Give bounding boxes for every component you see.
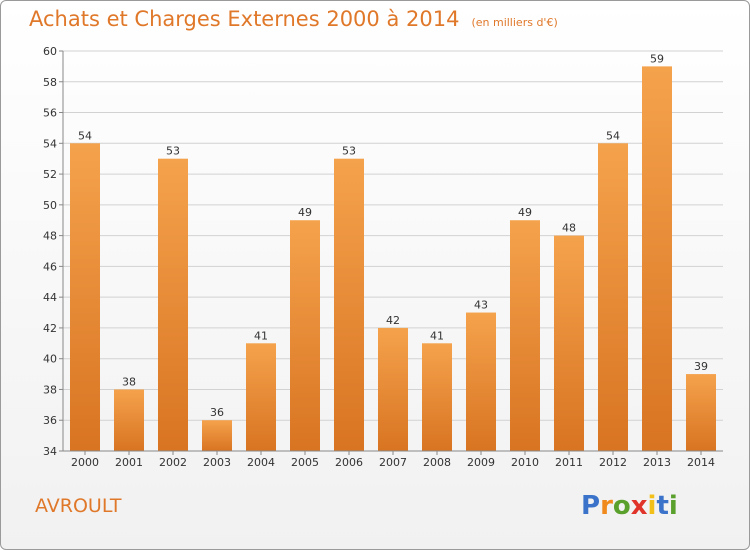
y-tick-label: 56 <box>43 107 57 120</box>
x-tick-label: 2002 <box>159 456 187 469</box>
data-label: 48 <box>562 222 576 235</box>
data-labels: 54 38 53 36 41 49 53 42 41 43 49 48 54 59 39 <box>78 52 708 419</box>
x-tick-label: 2010 <box>511 456 539 469</box>
bar <box>510 220 540 451</box>
data-label: 54 <box>78 129 92 142</box>
data-label: 42 <box>386 314 400 327</box>
x-tick-label: 2000 <box>71 456 99 469</box>
y-tick-label: 44 <box>43 291 57 304</box>
chart-unit: (en milliers d'€) <box>471 16 558 29</box>
x-tick-label: 2014 <box>687 456 715 469</box>
x-tick-label: 2009 <box>467 456 495 469</box>
data-label: 54 <box>606 129 620 142</box>
data-label: 49 <box>298 206 312 219</box>
proxiti-logo[interactable]: Proxiti <box>581 491 678 521</box>
x-tick-label: 2004 <box>247 456 275 469</box>
bar <box>334 158 364 451</box>
bar <box>290 220 320 451</box>
x-tick-label: 2012 <box>599 456 627 469</box>
data-label: 49 <box>518 206 532 219</box>
y-tick-label: 34 <box>43 445 57 458</box>
data-label: 41 <box>254 329 268 342</box>
bar <box>422 343 452 451</box>
x-tick-label: 2003 <box>203 456 231 469</box>
data-label: 36 <box>210 406 224 419</box>
bar <box>642 66 672 451</box>
x-tick-label: 2001 <box>115 456 143 469</box>
logo-letter: i <box>647 491 657 521</box>
x-tick-label: 2011 <box>555 456 583 469</box>
bar <box>466 312 496 451</box>
bar <box>554 235 584 451</box>
logo-letter: x <box>630 491 648 521</box>
y-tick-label: 58 <box>43 76 57 89</box>
bar <box>246 343 276 451</box>
bar <box>158 158 188 451</box>
data-label: 53 <box>342 145 356 158</box>
y-tick-label: 36 <box>43 414 57 427</box>
bar <box>202 420 232 451</box>
y-tick-label: 60 <box>43 45 57 58</box>
axes: 34 36 38 40 42 44 46 48 50 52 54 56 58 60 2000 2001 2002… <box>43 45 723 469</box>
x-tick-label: 2005 <box>291 456 319 469</box>
bar <box>114 389 144 451</box>
data-label: 59 <box>650 52 664 65</box>
chart-title-block: Achats et Charges Externes 2000 à 2014 (e… <box>29 7 558 31</box>
data-label: 39 <box>694 360 708 373</box>
data-label: 38 <box>122 375 136 388</box>
y-tick-label: 48 <box>43 230 57 243</box>
data-label: 43 <box>474 299 488 312</box>
commune-name: AVROULT <box>35 495 122 517</box>
bar <box>70 143 100 452</box>
y-tick-label: 50 <box>43 199 57 212</box>
x-tick-label: 2008 <box>423 456 451 469</box>
x-tick-label: 2007 <box>379 456 407 469</box>
data-label: 41 <box>430 329 444 342</box>
bar <box>378 327 408 451</box>
logo-letter: o <box>612 491 631 521</box>
y-tick-label: 40 <box>43 353 57 366</box>
y-tick-label: 46 <box>43 260 57 273</box>
x-tick-label: 2006 <box>335 456 363 469</box>
y-tick-label: 52 <box>43 168 57 181</box>
y-tick-label: 38 <box>43 383 57 396</box>
bars <box>70 66 716 452</box>
x-tick-label: 2013 <box>643 456 671 469</box>
bar <box>686 374 716 451</box>
logo-letter: r <box>600 491 613 521</box>
y-tick-label: 42 <box>43 322 57 335</box>
data-label: 53 <box>166 145 180 158</box>
logo-letter: i <box>668 491 678 521</box>
logo-letter: t <box>656 491 669 521</box>
chart-title: Achats et Charges Externes 2000 à 2014 <box>29 7 460 31</box>
y-tick-label: 54 <box>43 137 57 150</box>
logo-letter: P <box>581 491 601 521</box>
bar <box>598 143 628 452</box>
